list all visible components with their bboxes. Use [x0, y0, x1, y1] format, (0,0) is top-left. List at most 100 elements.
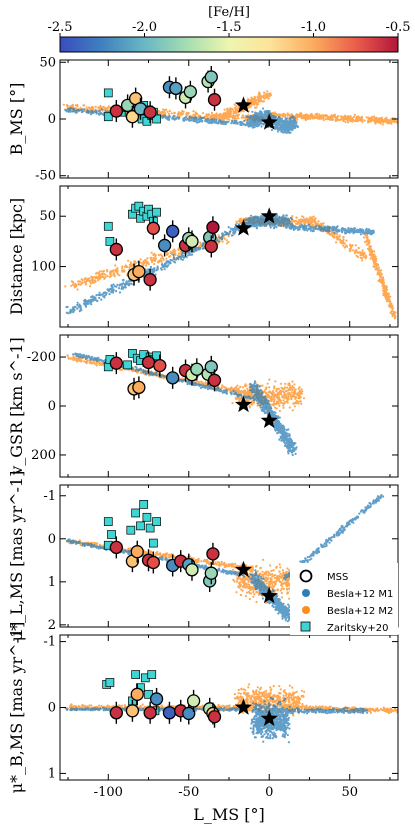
besla-m1-point: [69, 110, 72, 113]
besla-m2-point: [384, 290, 387, 294]
besla-m2-point: [96, 277, 99, 280]
besla-m1-point: [260, 217, 263, 220]
besla-m1-point: [306, 229, 309, 232]
besla-m1-point: [107, 110, 110, 113]
besla-m2-point: [318, 113, 321, 116]
besla-m2-point: [357, 251, 360, 254]
zaritsky-point: [134, 201, 144, 211]
besla-m1-point: [156, 268, 159, 271]
besla-m2-point: [215, 114, 218, 117]
besla-m2-point: [128, 266, 131, 269]
besla-m2-point: [227, 235, 230, 238]
besla-m2-point: [225, 239, 228, 242]
besla-m1-point: [249, 221, 252, 224]
besla-m1-point: [97, 112, 100, 115]
besla-m2-point: [296, 118, 299, 121]
besla-m1-point: [290, 116, 293, 119]
besla-m2-point: [383, 288, 386, 291]
besla-m1-point: [348, 231, 351, 234]
besla-m2-point: [240, 218, 243, 221]
besla-m1-point: [318, 225, 321, 228]
besla-m2-point: [150, 258, 153, 261]
besla-m2-point: [381, 276, 385, 279]
besla-m2-point: [316, 222, 319, 225]
besla-m1-point: [239, 121, 242, 124]
besla-m2-point: [166, 110, 169, 113]
besla-m1-point: [79, 305, 82, 309]
besla-m2-point: [347, 116, 350, 119]
besla-m1-point: [276, 123, 279, 126]
besla-m1-point: [180, 258, 183, 261]
besla-m2-point: [209, 114, 212, 117]
besla-m1-point: [249, 125, 253, 128]
colorbar-ticks: -2.5 -2.0 -1.5 -1.0 -0.5: [47, 20, 411, 37]
besla-m1-point: [285, 126, 288, 129]
besla-m1-point: [213, 120, 216, 123]
besla-m2-point: [375, 267, 378, 270]
mss-point: [206, 220, 220, 234]
besla-m1-point: [314, 227, 317, 230]
besla-m1-point: [168, 116, 171, 119]
besla-m2-point: [235, 104, 238, 108]
besla-m1-point: [244, 221, 247, 224]
besla-m2-point: [391, 315, 394, 318]
besla-m2-point: [332, 118, 335, 121]
besla-m2-point: [150, 251, 153, 254]
besla-m2-point: [380, 272, 383, 275]
besla-m1-point: [364, 229, 367, 232]
besla-m2-point: [84, 283, 87, 286]
besla-m1-point: [372, 231, 375, 234]
besla-m1-point: [252, 120, 255, 123]
besla-m2-point: [90, 278, 93, 281]
besla-m2-point: [192, 113, 195, 116]
besla-m2-point: [89, 285, 92, 288]
besla-m1-point: [230, 234, 233, 237]
besla-m1-point: [165, 260, 168, 263]
besla-m1-point: [271, 223, 275, 226]
besla-m1-point: [275, 222, 278, 225]
besla-m1-point: [150, 268, 153, 271]
besla-m2-point: [81, 279, 84, 282]
besla-m1-point: [83, 108, 86, 111]
besla-m2-point: [207, 113, 210, 116]
besla-m2-point: [388, 304, 391, 307]
besla-m1-point: [256, 217, 259, 220]
besla-m1-point: [126, 283, 129, 286]
besla-m1-point: [171, 259, 174, 262]
besla-m1-point: [74, 110, 77, 113]
besla-m1-point: [221, 120, 224, 123]
besla-m1-point: [130, 282, 133, 285]
besla-m2-point: [371, 118, 374, 122]
besla-m1-point: [353, 228, 356, 231]
besla-m1-point: [231, 120, 234, 123]
besla-m2-point: [276, 113, 279, 116]
besla-m2-point: [380, 116, 383, 119]
besla-m2-point: [390, 305, 393, 308]
besla-m2-point: [99, 273, 102, 276]
besla-m1-point: [195, 249, 198, 252]
besla-m2-point: [317, 220, 320, 223]
besla-m2-point: [257, 103, 260, 106]
besla-m1-point: [282, 218, 285, 221]
besla-m1-point: [187, 118, 190, 121]
besla-m2-point: [267, 97, 270, 100]
besla-m2-point: [373, 250, 376, 253]
besla-m2-point: [113, 275, 116, 278]
besla-m2-point: [304, 221, 307, 224]
besla-m1-point: [254, 220, 257, 223]
besla-m2-point: [101, 275, 105, 278]
besla-m1-point: [177, 117, 180, 120]
besla-m1-point: [72, 309, 76, 312]
besla-m1-point: [286, 217, 289, 220]
besla-m2-point: [112, 273, 115, 276]
besla-m1-point: [255, 121, 258, 125]
besla-m1-point: [300, 224, 303, 227]
besla-m2-point: [310, 221, 313, 224]
besla-m2-point: [239, 221, 242, 224]
besla-m1-point: [171, 116, 174, 119]
besla-m2-point: [62, 103, 65, 106]
besla-m1-point: [102, 295, 105, 298]
besla-m1-point: [162, 114, 165, 118]
besla-m2-point: [252, 101, 256, 104]
besla-m2-point: [228, 389, 231, 392]
